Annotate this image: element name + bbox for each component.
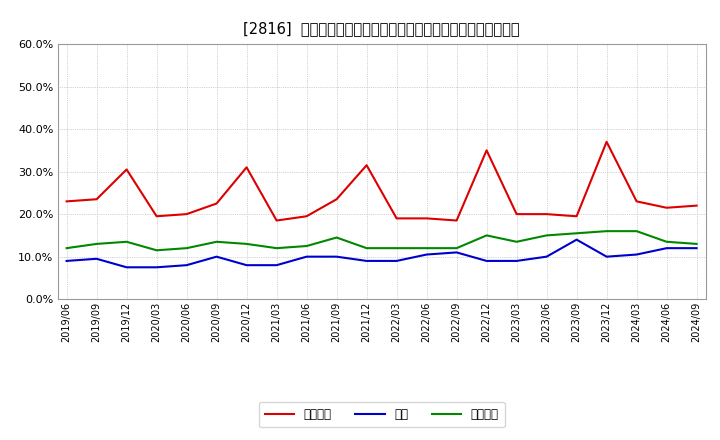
- 在庫: [302, 254, 311, 259]
- Title: [2816]  売上債権、在庫、買入債務の総資産に対する比率の推移: [2816] 売上債権、在庫、買入債務の総資産に対する比率の推移: [243, 21, 520, 36]
- 売上債権: [572, 214, 581, 219]
- 在庫: [182, 263, 191, 268]
- 在庫: [333, 254, 341, 259]
- 売上債権: [452, 218, 461, 223]
- 買入債務: [92, 241, 101, 246]
- 売上債権: [122, 167, 131, 172]
- 買入債務: [602, 228, 611, 234]
- 買入債務: [153, 248, 161, 253]
- 売上債権: [362, 162, 371, 168]
- 在庫: [572, 237, 581, 242]
- 在庫: [272, 263, 281, 268]
- 買入債務: [572, 231, 581, 236]
- 在庫: [62, 258, 71, 264]
- 在庫: [422, 252, 431, 257]
- 在庫: [513, 258, 521, 264]
- 在庫: [662, 246, 671, 251]
- 買入債務: [362, 246, 371, 251]
- 在庫: [632, 252, 641, 257]
- 売上債権: [212, 201, 221, 206]
- 在庫: [242, 263, 251, 268]
- 売上債権: [302, 214, 311, 219]
- 売上債権: [693, 203, 701, 208]
- 在庫: [392, 258, 401, 264]
- 買入債務: [62, 246, 71, 251]
- 買入債務: [212, 239, 221, 245]
- 買入債務: [422, 246, 431, 251]
- 在庫: [602, 254, 611, 259]
- 売上債権: [513, 212, 521, 217]
- 在庫: [693, 246, 701, 251]
- 買入債務: [513, 239, 521, 245]
- 在庫: [92, 256, 101, 261]
- 売上債権: [662, 205, 671, 210]
- 売上債権: [242, 165, 251, 170]
- Line: 在庫: 在庫: [66, 240, 697, 268]
- 買入債務: [693, 241, 701, 246]
- 買入債務: [333, 235, 341, 240]
- 売上債権: [542, 212, 551, 217]
- 在庫: [153, 265, 161, 270]
- 売上債権: [632, 199, 641, 204]
- 在庫: [542, 254, 551, 259]
- 売上債権: [602, 139, 611, 144]
- 売上債権: [62, 199, 71, 204]
- 買入債務: [542, 233, 551, 238]
- 買入債務: [482, 233, 491, 238]
- Line: 買入債務: 買入債務: [66, 231, 697, 250]
- 買入債務: [122, 239, 131, 245]
- 在庫: [212, 254, 221, 259]
- 売上債権: [422, 216, 431, 221]
- 買入債務: [182, 246, 191, 251]
- 売上債権: [272, 218, 281, 223]
- 売上債権: [333, 197, 341, 202]
- 売上債権: [392, 216, 401, 221]
- 在庫: [362, 258, 371, 264]
- 売上債権: [182, 212, 191, 217]
- 買入債務: [452, 246, 461, 251]
- 買入債務: [302, 243, 311, 249]
- 在庫: [452, 250, 461, 255]
- 買入債務: [632, 228, 641, 234]
- Legend: 売上債権, 在庫, 買入債務: 売上債権, 在庫, 買入債務: [258, 402, 505, 427]
- 買入債務: [272, 246, 281, 251]
- Line: 売上債権: 売上債権: [66, 142, 697, 220]
- 買入債務: [392, 246, 401, 251]
- 買入債務: [662, 239, 671, 245]
- 買入債務: [242, 241, 251, 246]
- 在庫: [122, 265, 131, 270]
- 売上債権: [153, 214, 161, 219]
- 在庫: [482, 258, 491, 264]
- 売上債権: [482, 148, 491, 153]
- 売上債権: [92, 197, 101, 202]
